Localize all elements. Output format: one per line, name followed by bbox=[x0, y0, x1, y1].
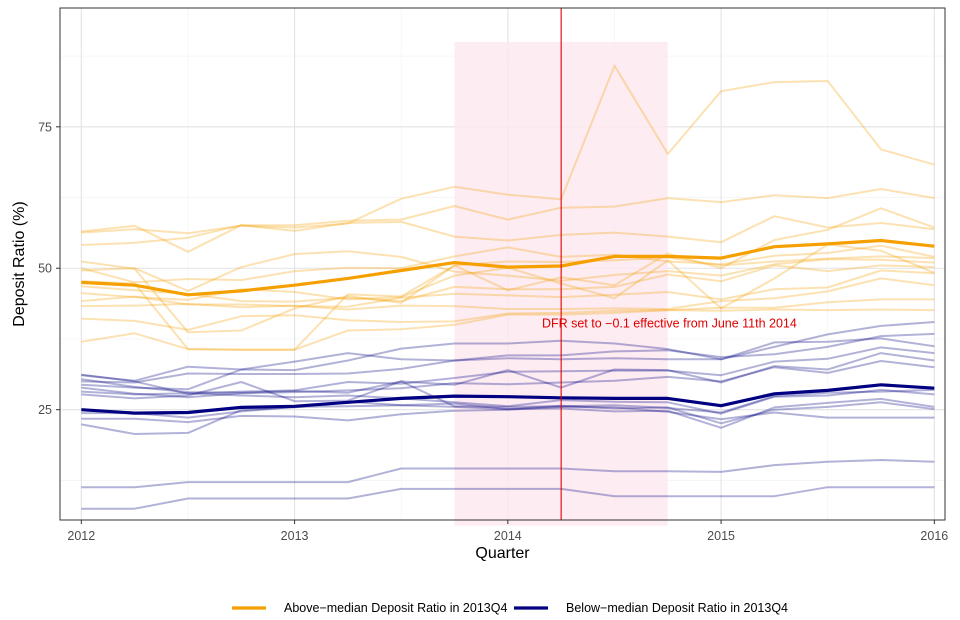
bank-line-below-18 bbox=[81, 346, 935, 395]
bank-line-below-22 bbox=[81, 388, 935, 415]
x-tick-label: 2013 bbox=[281, 529, 309, 543]
bank-line-below-26 bbox=[81, 459, 935, 489]
bank-line-below-24 bbox=[81, 397, 935, 435]
x-axis-ticks: 2012 2013 2014 2015 2016 bbox=[67, 520, 948, 543]
bank-line-above-1 bbox=[81, 64, 935, 235]
bank-line-below-27 bbox=[81, 486, 935, 510]
y-tick-label: 75 bbox=[38, 120, 52, 134]
average-line-below bbox=[81, 383, 935, 415]
legend-label-below: Below−median Deposit Ratio in 2013Q4 bbox=[566, 601, 788, 615]
legend-label-above: Above−median Deposit Ratio in 2013Q4 bbox=[284, 601, 507, 615]
bank-line-below-17 bbox=[81, 337, 935, 391]
bank-line-above-2 bbox=[81, 188, 935, 246]
x-tick-label: 2014 bbox=[494, 529, 522, 543]
y-axis-title: Deposit Ratio (%) bbox=[11, 201, 28, 326]
legend: Above−median Deposit Ratio in 2013Q4 Bel… bbox=[232, 601, 788, 615]
y-axis-ticks: 25 50 75 bbox=[38, 120, 60, 417]
bank-line-below-25 bbox=[81, 405, 935, 424]
average-line-above bbox=[81, 238, 935, 297]
bank-line-above-12 bbox=[81, 298, 935, 351]
y-tick-label: 25 bbox=[38, 403, 52, 417]
x-tick-label: 2015 bbox=[707, 529, 735, 543]
bank-line-above-3 bbox=[81, 215, 935, 253]
bank-line-above-13 bbox=[81, 255, 935, 351]
bank-line-below-21 bbox=[81, 380, 935, 414]
bank-line-above-11 bbox=[81, 308, 935, 331]
x-axis-title: Quarter bbox=[475, 545, 530, 562]
bank-line-above-5 bbox=[81, 244, 935, 284]
bank-line-below-16 bbox=[81, 332, 935, 384]
plot-panel-border bbox=[59, 7, 946, 521]
bank-line-above-6 bbox=[81, 250, 935, 292]
bank-line-below-19 bbox=[81, 352, 935, 394]
x-tick-label: 2016 bbox=[920, 529, 948, 543]
y-tick-label: 50 bbox=[38, 262, 52, 276]
bank-line-above-7 bbox=[81, 264, 935, 303]
x-tick-label: 2012 bbox=[67, 529, 95, 543]
bank-line-below-20 bbox=[81, 360, 935, 399]
bank-line-below-23 bbox=[81, 401, 935, 425]
bank-line-above-10 bbox=[81, 277, 935, 311]
group-average-lines bbox=[81, 238, 935, 415]
bank-line-above-9 bbox=[81, 269, 935, 308]
bank-line-above-4 bbox=[81, 207, 935, 334]
bank-line-below-15 bbox=[81, 321, 935, 382]
dfr-annotation: DFR set to −0.1 effective from June 11th… bbox=[542, 317, 797, 331]
bank-series-lines bbox=[81, 64, 935, 510]
